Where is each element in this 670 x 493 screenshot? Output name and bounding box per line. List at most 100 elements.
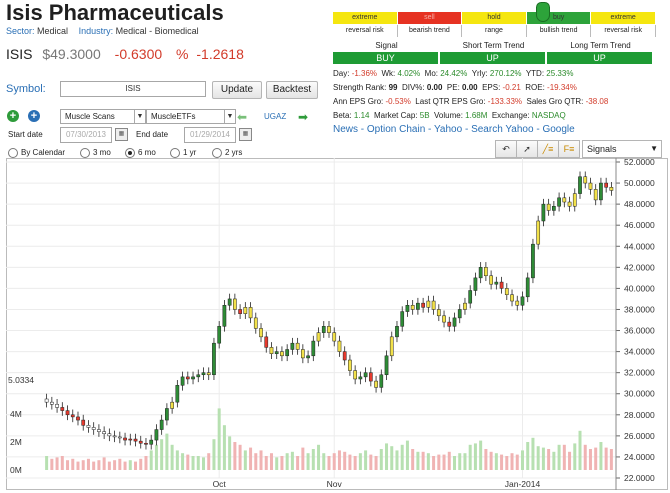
range-label[interactable]: 6 mo [138, 148, 156, 157]
backtest-button[interactable]: Backtest [266, 81, 318, 99]
range-radio[interactable] [170, 148, 180, 158]
volume-bar [139, 458, 143, 470]
range-label[interactable]: 1 yr [183, 148, 197, 157]
range-label[interactable]: 3 mo [93, 148, 111, 157]
external-link[interactable]: Search Yahoo [471, 124, 534, 135]
range-radio[interactable] [80, 148, 90, 158]
div-value: 0.00 [426, 83, 443, 92]
candle-body [557, 197, 561, 207]
cursor-icon[interactable]: ➚ [516, 140, 538, 158]
y-tick-label: 22.0000 [624, 473, 655, 483]
volume-bar [599, 442, 603, 470]
gauge-zone-label: bullish trend [527, 25, 592, 37]
end-date-input[interactable]: 01/29/2014 [184, 127, 236, 143]
scan-select[interactable]: Muscle Scans ▼ [60, 109, 146, 124]
candle-body [227, 298, 232, 306]
x-tick-label: Jan-2014 [505, 479, 541, 489]
candle-body [457, 309, 462, 319]
etf-link[interactable]: UGAZ [264, 112, 287, 121]
start-date-input[interactable]: 07/30/2013 [60, 127, 112, 143]
symbol-label: Symbol: [6, 83, 46, 95]
volume-bar [400, 444, 404, 470]
candle-body [358, 376, 363, 380]
chevron-down-icon: ▼ [134, 110, 145, 123]
volume-bar [92, 461, 96, 470]
volume-bar [149, 450, 153, 470]
signals-select[interactable]: Signals ▼ [582, 140, 662, 158]
candle-body [301, 349, 305, 359]
candle-body [238, 309, 242, 314]
quote-line: ISIS $49.3000 -0.6300 % -1.2618 [6, 46, 254, 62]
candle-body [599, 182, 603, 201]
day-label: Day: [333, 69, 350, 78]
candle-body [489, 275, 493, 285]
volume-bar [463, 453, 467, 470]
volume-bar [447, 451, 451, 470]
update-button[interactable]: Update [212, 81, 262, 99]
candle-body [212, 342, 216, 376]
add-blue-icon[interactable]: + [28, 110, 40, 122]
indicator-icon[interactable]: F≡ [558, 140, 580, 158]
volume-bar [573, 443, 577, 470]
volume-bar [369, 454, 373, 470]
volume-bar [437, 454, 441, 470]
volume-bar [515, 454, 519, 470]
candle-body [295, 342, 300, 350]
add-green-icon[interactable]: + [7, 110, 19, 122]
candle-body [138, 440, 143, 444]
candle-body [536, 220, 541, 245]
y-tick-label: 36.0000 [624, 326, 655, 336]
candle-body [144, 442, 148, 445]
roe-label: ROE: [525, 83, 545, 92]
candle-body [541, 203, 546, 222]
volume-bar [568, 451, 572, 470]
external-link[interactable]: Google [542, 124, 575, 135]
symbol-input[interactable]: ISIS [60, 81, 206, 97]
candle-body [389, 336, 394, 357]
month-label: Mo: [424, 69, 438, 78]
pe-label: PE: [446, 83, 460, 92]
company-name: Isis Pharmaceuticals [6, 0, 224, 25]
range-label[interactable]: By Calendar [21, 148, 66, 157]
calendar-icon[interactable]: ▦ [115, 128, 128, 141]
volume-bar [165, 433, 169, 470]
volume-bar [416, 451, 420, 470]
candle-body [65, 410, 70, 416]
candle-body [316, 332, 321, 342]
price-chart[interactable]: 52.0000 50.0000 48.0000 46.0000 44.0000 42.00… [6, 158, 668, 490]
volume-bar [578, 430, 582, 470]
last-price: $49.3000 [42, 46, 101, 62]
percent-change: -1.2618 [196, 46, 244, 62]
end-date-label: End date [136, 130, 169, 139]
volume-bar [353, 456, 357, 470]
volume-bar [588, 449, 592, 470]
range-radio[interactable] [212, 148, 222, 158]
arrow-right-icon[interactable]: ➡ [298, 110, 309, 124]
candle-body [572, 193, 577, 207]
external-link[interactable]: Yahoo [434, 124, 463, 135]
etf-select[interactable]: MuscleETFs ▼ [146, 109, 236, 124]
last-qtr-eps-label: Last QTR EPS Gro: [415, 97, 486, 106]
undo-icon[interactable]: ↶ [495, 140, 517, 158]
link-separator: - [462, 124, 472, 135]
range-radio[interactable] [125, 148, 135, 158]
volume-bar [364, 450, 368, 470]
range-radio[interactable] [8, 148, 18, 158]
external-link[interactable]: Option Chain [366, 124, 426, 135]
candle-body [97, 429, 101, 432]
volume-bar [212, 439, 216, 470]
price-level-label: 5.0334 [8, 375, 34, 385]
volume-tick-label: 2M [10, 437, 22, 447]
exchange-value: NASDAQ [531, 111, 566, 120]
volume-bar [442, 454, 446, 470]
draw-line-icon[interactable]: ╱≡ [537, 140, 559, 158]
range-label[interactable]: 2 yrs [225, 148, 243, 157]
arrow-left-icon[interactable]: ⬅ [237, 110, 248, 124]
gauge-zone: hold [462, 12, 526, 24]
volume-bar [385, 443, 389, 470]
external-link[interactable]: News [333, 124, 359, 135]
calendar-icon[interactable]: ▦ [239, 128, 252, 141]
candle-body [180, 376, 185, 386]
volume-bar [186, 454, 190, 470]
candle-body [368, 372, 373, 382]
